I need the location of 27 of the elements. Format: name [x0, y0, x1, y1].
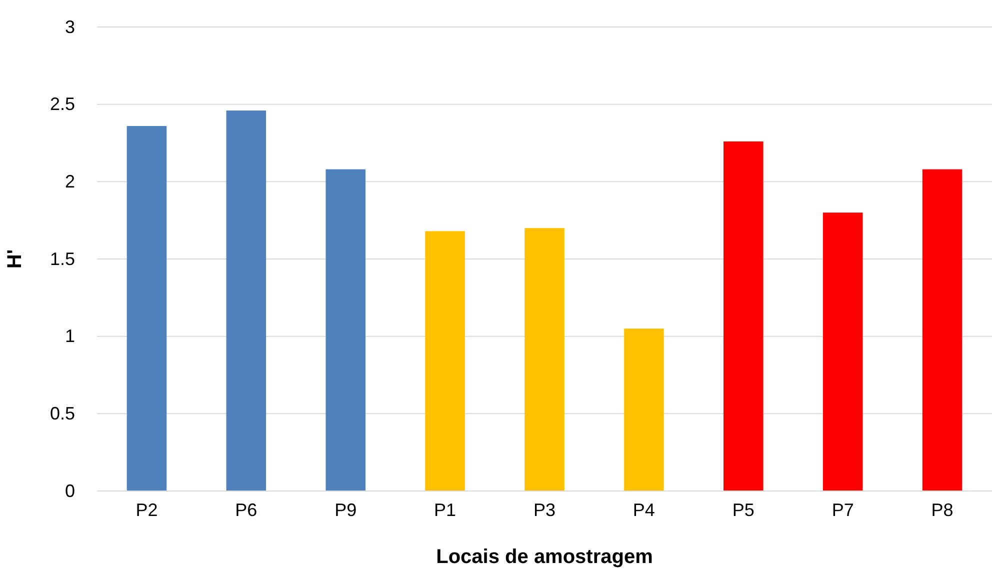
- y-tick-label: 1.5: [50, 248, 75, 269]
- x-axis-title: Locais de amostragem: [436, 546, 653, 568]
- bar: [226, 110, 266, 491]
- x-tick-label: P3: [533, 500, 556, 520]
- bar: [524, 228, 564, 491]
- y-axis-title: H': [4, 249, 26, 269]
- x-tick-label: P2: [136, 500, 158, 520]
- x-tick-label: P9: [334, 500, 357, 520]
- y-tick-label: 3: [64, 16, 75, 37]
- bar: [724, 141, 764, 491]
- x-tick-label: P6: [235, 500, 258, 520]
- y-tick-label: 1: [64, 326, 75, 346]
- x-tick-label: P7: [832, 500, 854, 520]
- bar: [126, 126, 167, 491]
- y-tick-label: 0.5: [50, 403, 75, 424]
- x-tick-label: P4: [632, 500, 655, 520]
- x-tick-label: P5: [732, 500, 754, 520]
- bar: [922, 169, 962, 491]
- bar: [624, 328, 664, 491]
- bar: [326, 169, 366, 491]
- bar: [822, 212, 863, 491]
- x-tick-label: P1: [434, 500, 456, 520]
- y-tick-label: 2: [64, 171, 75, 192]
- bar: [425, 231, 465, 491]
- x-tick-label: P8: [931, 500, 954, 520]
- y-tick-label: 0: [64, 480, 75, 501]
- y-tick-label: 2.5: [50, 94, 75, 114]
